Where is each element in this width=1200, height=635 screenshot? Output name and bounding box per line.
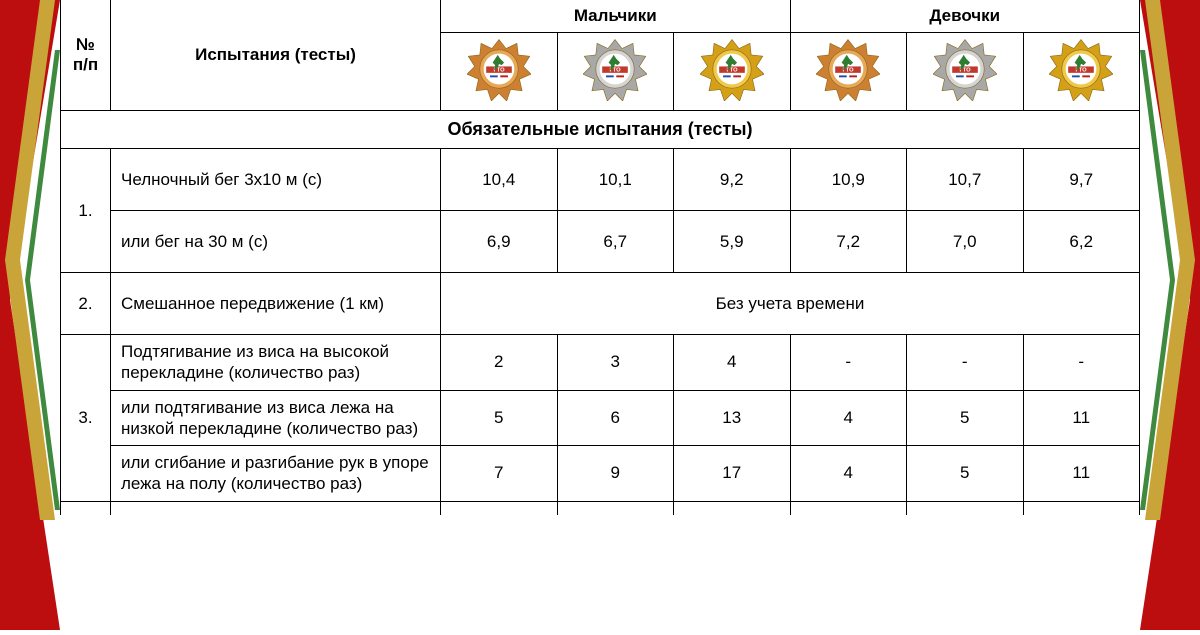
test-label: Подтягивание из виса на высокой переклад… xyxy=(111,335,441,391)
badge-girls-silver: ГТО xyxy=(907,33,1024,111)
test-label: Смешанное передвижение (1 км) xyxy=(111,273,441,335)
val: 6 xyxy=(557,390,674,446)
val: 6,7 xyxy=(557,211,674,273)
val: 10,9 xyxy=(790,149,907,211)
row-num-3: 3. xyxy=(61,335,111,502)
val: 5 xyxy=(907,446,1024,502)
val: - xyxy=(790,335,907,391)
val: 9 xyxy=(557,446,674,502)
val: 9,7 xyxy=(1023,149,1140,211)
val: 17 xyxy=(674,446,791,502)
col-header-boys: Мальчики xyxy=(441,0,791,33)
col-header-tests: Испытания (тесты) xyxy=(111,0,441,111)
badge-boys-gold: ГТО xyxy=(674,33,791,111)
val: - xyxy=(907,335,1024,391)
right-decor-stripe xyxy=(1140,0,1200,630)
row-num-2: 2. xyxy=(61,273,111,335)
val: 5 xyxy=(441,390,558,446)
left-decor-stripe xyxy=(0,0,60,630)
merged-val: Без учета времени xyxy=(441,273,1140,335)
val: 4 xyxy=(790,446,907,502)
test-label: или подтягивание из виса лежа на низкой … xyxy=(111,390,441,446)
section-header: Обязательные испытания (тесты) xyxy=(61,111,1140,149)
badge-girls-bronze: ГТО xyxy=(790,33,907,111)
val: 7,0 xyxy=(907,211,1024,273)
row-empty xyxy=(61,501,111,515)
standards-table: № п/п Испытания (тесты) Мальчики Девочки… xyxy=(60,0,1140,515)
val: 13 xyxy=(674,390,791,446)
val: 7,2 xyxy=(790,211,907,273)
val: - xyxy=(1023,335,1140,391)
val: 9,2 xyxy=(674,149,791,211)
table-container: № п/п Испытания (тесты) Мальчики Девочки… xyxy=(60,0,1140,630)
col-header-number: № п/п xyxy=(61,0,111,111)
val: 7 xyxy=(441,446,558,502)
val: 5 xyxy=(907,390,1024,446)
val: 3 xyxy=(557,335,674,391)
val: 11 xyxy=(1023,446,1140,502)
val: 4 xyxy=(790,390,907,446)
val: 5,9 xyxy=(674,211,791,273)
test-label: или сгибание и разгибание рук в упоре ле… xyxy=(111,446,441,502)
row-num-1: 1. xyxy=(61,149,111,273)
badge-girls-gold: ГТО xyxy=(1023,33,1140,111)
val: 10,7 xyxy=(907,149,1024,211)
val: 11 xyxy=(1023,390,1140,446)
val: 4 xyxy=(674,335,791,391)
col-header-girls: Девочки xyxy=(790,0,1140,33)
test-label: или бег на 30 м (с) xyxy=(111,211,441,273)
val: 10,4 xyxy=(441,149,558,211)
badge-boys-bronze: ГТО xyxy=(441,33,558,111)
val: 2 xyxy=(441,335,558,391)
val: 10,1 xyxy=(557,149,674,211)
val: 6,2 xyxy=(1023,211,1140,273)
val: 6,9 xyxy=(441,211,558,273)
badge-boys-silver: ГТО xyxy=(557,33,674,111)
test-label: Челночный бег 3х10 м (с) xyxy=(111,149,441,211)
